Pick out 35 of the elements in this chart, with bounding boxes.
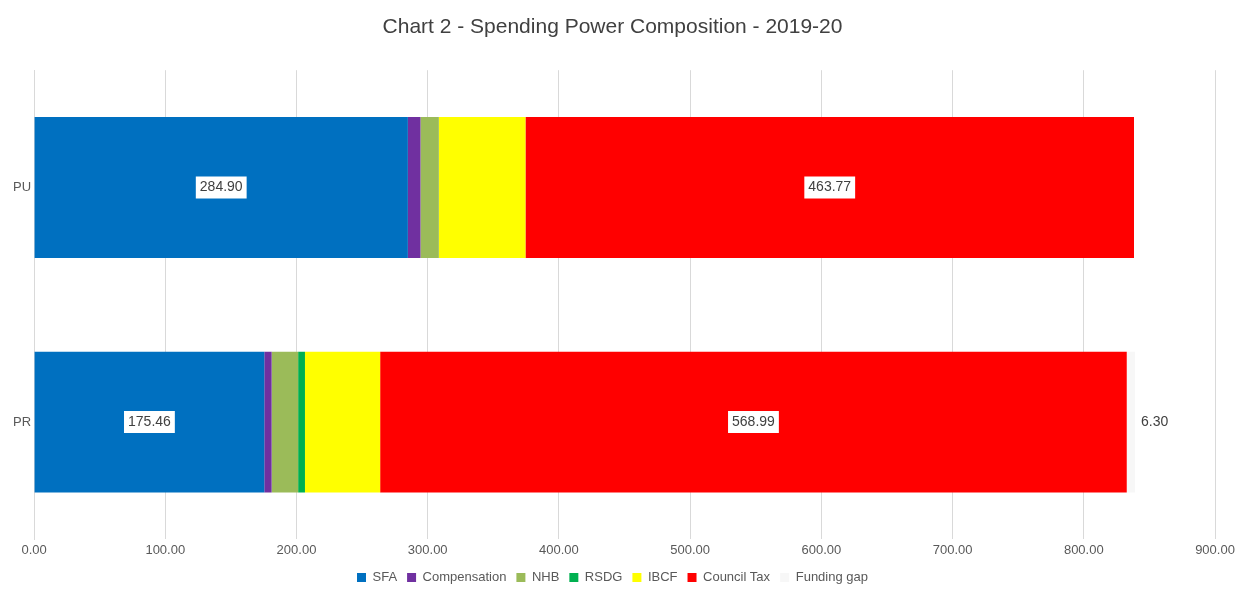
x-tick-label: 400.00 — [539, 541, 579, 557]
bar — [525, 117, 1134, 258]
data-label: 463.77 — [808, 178, 852, 195]
legend-label: RSDG — [584, 569, 623, 585]
data-label: 175.46 — [128, 412, 172, 429]
bar — [271, 351, 299, 493]
bar — [34, 351, 265, 493]
y-tick-label: PR — [13, 413, 32, 429]
x-tick-label: 900.00 — [1195, 541, 1235, 557]
bar — [407, 117, 421, 258]
y-tick-label: PU — [13, 179, 32, 195]
data-label: 6.30 — [1141, 412, 1169, 429]
legend-label: IBCF — [647, 569, 678, 585]
data-label: 568.99 — [732, 412, 776, 429]
bar — [34, 117, 408, 258]
x-tick-label: 200.00 — [276, 541, 317, 557]
bar — [264, 351, 272, 493]
x-tick-label: 500.00 — [670, 541, 711, 557]
x-tick-label: 100.00 — [145, 541, 186, 557]
x-tick-label: 700.00 — [932, 541, 973, 557]
legend-label: NHB — [531, 569, 560, 585]
x-tick-label: 300.00 — [407, 541, 448, 557]
bar — [298, 351, 305, 493]
legend-label: Compensation — [422, 569, 507, 585]
legend-label: SFA — [372, 569, 398, 585]
bar — [420, 117, 439, 258]
x-tick-label: 600.00 — [801, 541, 842, 557]
chart-title: Chart 2 - Spending Power Composition - 2019-20 — [382, 14, 843, 38]
legend-label: Council Tax — [703, 569, 771, 585]
bar — [438, 117, 526, 258]
data-label: 284.90 — [199, 178, 243, 195]
x-tick-label: 800.00 — [1063, 541, 1104, 557]
x-tick-label: 0.00 — [21, 541, 47, 557]
legend-label: Funding gap — [795, 569, 868, 585]
bar — [304, 351, 381, 493]
